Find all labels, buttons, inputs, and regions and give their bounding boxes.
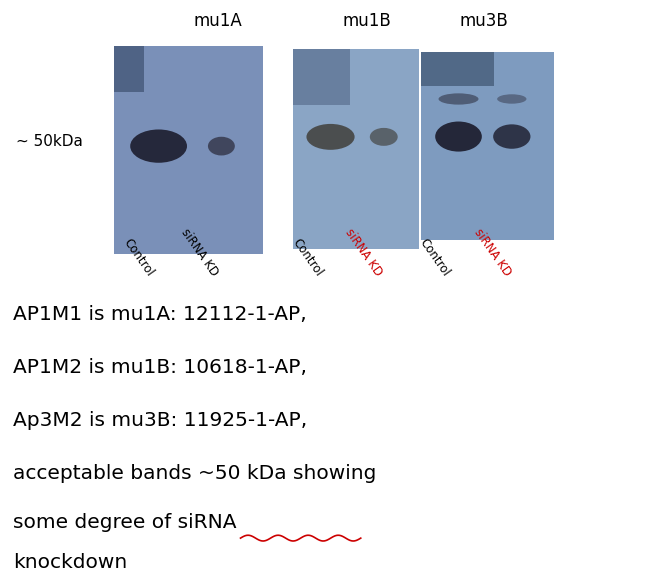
Ellipse shape [208, 137, 235, 155]
Bar [114, 46, 144, 92]
Text: mu1A: mu1A [194, 12, 242, 30]
Text: AP1M1 is mu1A: 12112-1-AP,: AP1M1 is mu1A: 12112-1-AP, [13, 305, 307, 324]
Text: siRNA KD: siRNA KD [471, 227, 514, 279]
Text: mu3B: mu3B [460, 12, 508, 30]
Text: siRNA KD: siRNA KD [179, 227, 221, 279]
Bar [421, 52, 495, 86]
Text: mu1B: mu1B [343, 12, 391, 30]
Text: knockdown: knockdown [13, 553, 127, 572]
Text: acceptable bands ~50 kDa showing: acceptable bands ~50 kDa showing [13, 464, 376, 483]
Ellipse shape [439, 94, 478, 105]
Ellipse shape [436, 121, 482, 151]
Ellipse shape [497, 94, 526, 103]
Text: Control: Control [417, 236, 452, 279]
Ellipse shape [306, 124, 355, 150]
Ellipse shape [493, 124, 530, 149]
Bar [421, 52, 554, 240]
Ellipse shape [130, 129, 187, 163]
Text: some degree of siRNA: some degree of siRNA [13, 513, 237, 532]
Ellipse shape [370, 128, 398, 146]
Text: Control: Control [290, 236, 325, 279]
Bar [292, 49, 419, 249]
Text: Control: Control [121, 236, 156, 279]
Text: AP1M2 is mu1B: 10618-1-AP,: AP1M2 is mu1B: 10618-1-AP, [13, 358, 307, 377]
Text: ~ 50kDa: ~ 50kDa [16, 134, 83, 149]
Bar [292, 49, 350, 105]
Text: siRNA KD: siRNA KD [343, 227, 385, 279]
Text: Ap3M2 is mu3B: 11925-1-AP,: Ap3M2 is mu3B: 11925-1-AP, [13, 411, 307, 430]
Bar [114, 46, 263, 254]
